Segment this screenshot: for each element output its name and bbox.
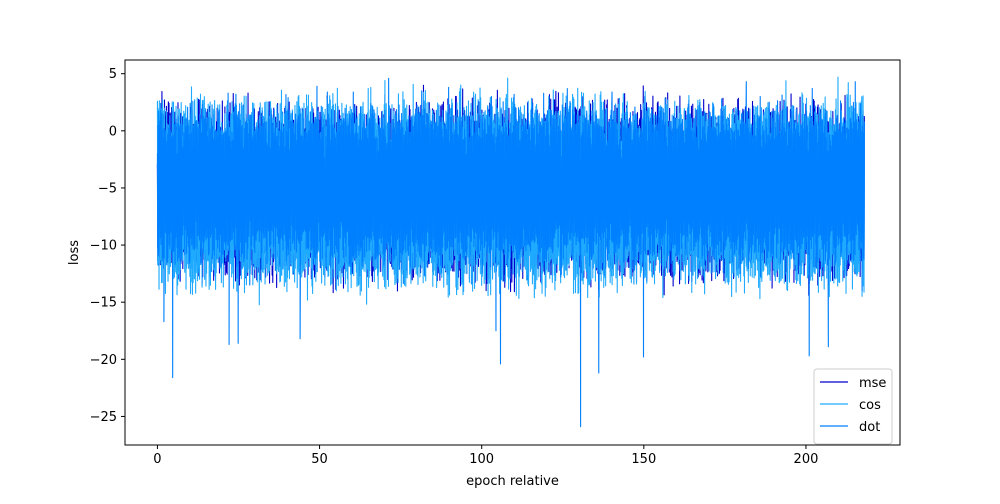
y-tick-label: −25 xyxy=(90,410,117,425)
x-tick-label: 200 xyxy=(794,452,819,467)
legend: mse cos dot xyxy=(813,368,893,445)
x-axis-label: epoch relative xyxy=(466,474,559,489)
y-tick-label: −10 xyxy=(90,239,117,254)
y-tick-label: 0 xyxy=(109,124,117,139)
x-tick-label: 100 xyxy=(469,452,494,467)
x-tick-label: 50 xyxy=(311,452,328,467)
plot-frame xyxy=(124,59,901,446)
legend-label-mse: mse xyxy=(859,376,886,391)
x-tick-label: 0 xyxy=(153,452,161,467)
y-tick-label: 5 xyxy=(109,67,117,82)
legend-label-dot: dot xyxy=(859,420,880,435)
series-layer xyxy=(156,76,865,428)
y-tick-label: −5 xyxy=(98,181,117,196)
legend-box xyxy=(813,368,893,445)
legend-label-cos: cos xyxy=(859,398,881,413)
y-axis-label: loss xyxy=(67,240,82,265)
x-tick-label: 150 xyxy=(631,452,656,467)
series-line-dot xyxy=(156,77,865,428)
y-tick-label: −20 xyxy=(90,353,117,368)
y-tick-label: −15 xyxy=(90,296,117,311)
